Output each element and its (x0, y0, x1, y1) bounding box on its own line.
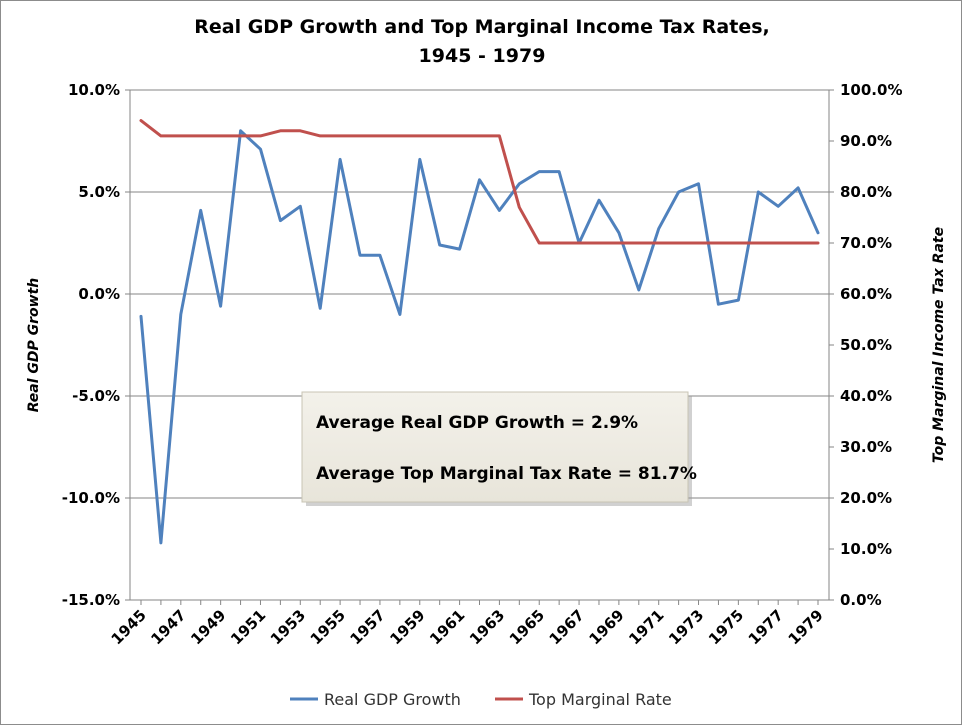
annotation-box: Average Real GDP Growth = 2.9% Average T… (301, 391, 697, 506)
x-tick-label: 1973 (665, 606, 707, 648)
x-tick-label: 1959 (386, 606, 428, 648)
chart-title-line1: Real GDP Growth and Top Marginal Income … (194, 16, 769, 38)
right-tick-label: 90.0% (840, 132, 892, 150)
x-tick-label: 1957 (347, 606, 389, 648)
right-tick-label: 50.0% (840, 336, 892, 354)
left-tick-label: -5.0% (72, 387, 120, 405)
x-tick-label: 1965 (506, 606, 548, 648)
x-tick-label: 1953 (267, 606, 309, 648)
x-tick-label: 1947 (147, 606, 189, 648)
x-tick-label: 1961 (426, 606, 468, 648)
right-tick-label: 60.0% (840, 285, 892, 303)
x-tick-label: 1969 (585, 606, 627, 648)
left-tick-label: 5.0% (78, 183, 120, 201)
right-tick-label: 70.0% (840, 234, 892, 252)
left-axis-ticks: 10.0% 5.0% 0.0% -5.0% -10.0% -15.0% (62, 81, 130, 609)
right-tick-label: 10.0% (840, 540, 892, 558)
left-axis-title: Real GDP Growth (26, 278, 42, 413)
annotation-tax-average: Average Top Marginal Tax Rate = 81.7% (316, 464, 697, 484)
series-line-gdp-growth (139, 129, 820, 545)
x-tick-label: 1955 (307, 606, 349, 648)
x-tick-label: 1967 (546, 606, 588, 648)
chart-title-line2: 1945 - 1979 (419, 45, 546, 67)
annotation-gdp-average: Average Real GDP Growth = 2.9% (316, 413, 638, 433)
left-tick-label: -10.0% (62, 489, 120, 507)
right-tick-label: 0.0% (840, 591, 882, 609)
x-tick-label: 1951 (227, 606, 269, 648)
right-tick-label: 40.0% (840, 387, 892, 405)
x-tick-label: 1971 (625, 606, 667, 648)
left-tick-label: 10.0% (68, 81, 120, 99)
series-line-top-marginal-rate (139, 119, 820, 245)
legend: Real GDP Growth Top Marginal Rate (290, 690, 672, 709)
right-tick-label: 100.0% (840, 81, 902, 99)
x-tick-label: 1977 (745, 606, 787, 648)
x-tick-label: 1979 (785, 606, 827, 648)
left-tick-label: -15.0% (62, 591, 120, 609)
legend-label-tax: Top Marginal Rate (528, 690, 672, 709)
x-axis-ticks: 1945194719491951195319551957195919611963… (108, 600, 827, 648)
series-layer (139, 119, 820, 545)
right-axis-title: Top Marginal Income Tax Rate (931, 227, 947, 463)
left-tick-label: 0.0% (78, 285, 120, 303)
right-tick-label: 80.0% (840, 183, 892, 201)
x-tick-label: 1949 (187, 606, 229, 648)
x-tick-label: 1963 (466, 606, 508, 648)
right-tick-label: 30.0% (840, 438, 892, 456)
x-tick-label: 1945 (108, 606, 150, 648)
right-axis-ticks: 100.0% 90.0% 80.0% 70.0% 60.0% 50.0% 40.0% 30.0… (829, 81, 902, 609)
axes (129, 90, 830, 601)
x-tick-label: 1975 (705, 606, 747, 648)
right-tick-label: 20.0% (840, 489, 892, 507)
legend-label-gdp: Real GDP Growth (324, 690, 461, 709)
